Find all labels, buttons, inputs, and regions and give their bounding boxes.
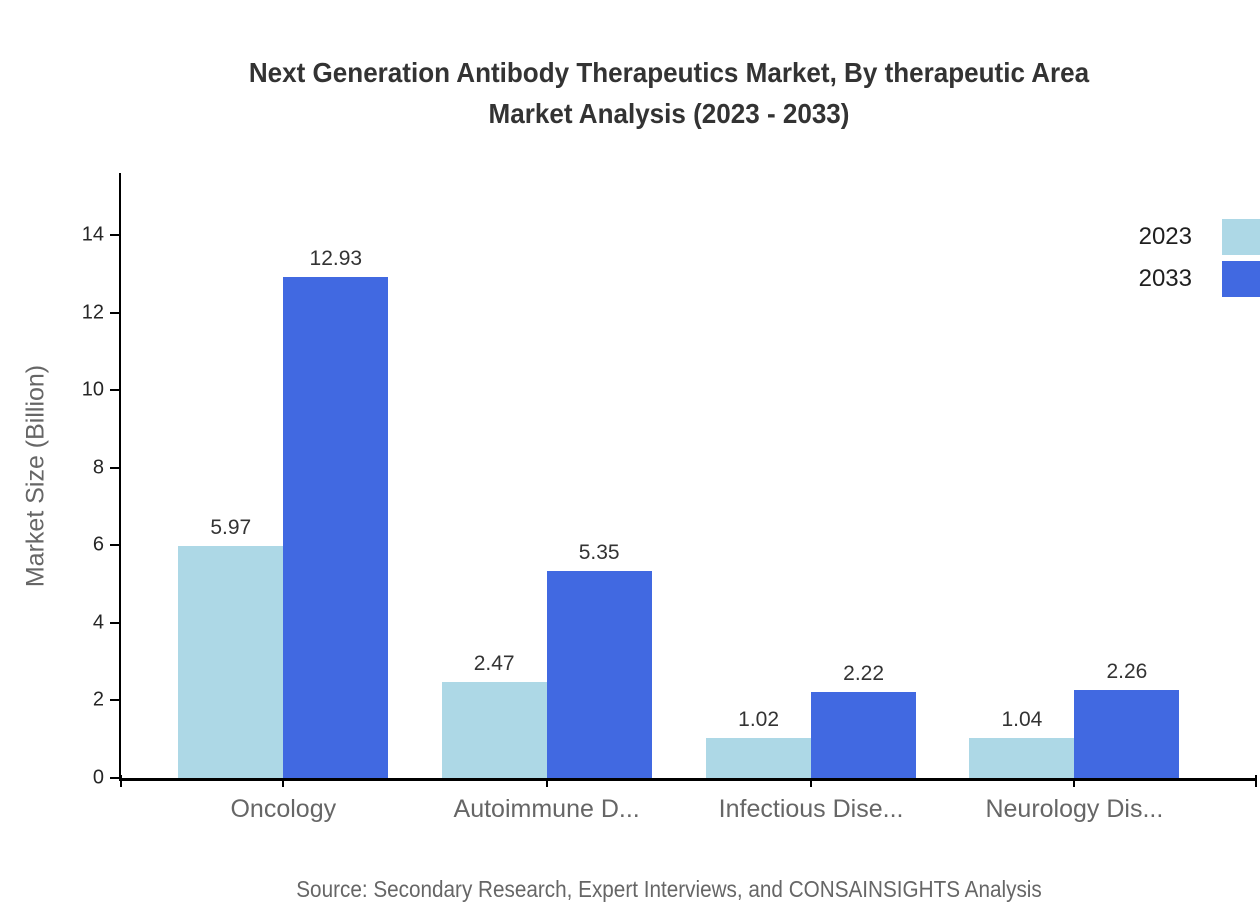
y-axis-tick: 12	[82, 301, 121, 323]
bar-2033: 5.35	[546, 541, 652, 778]
x-axis-tick	[1073, 775, 1076, 787]
x-axis-category-label: Oncology	[230, 795, 337, 823]
bar-2023: 5.97	[178, 516, 284, 778]
y-axis-tick-label: 14	[81, 223, 104, 246]
legend-item-2023[interactable]: 2023	[1139, 219, 1260, 255]
bar-value-label: 2.22	[843, 661, 885, 685]
legend-label-2023: 2023	[1138, 223, 1192, 250]
chart-title: Next Generation Antibody Therapeutics Ma…	[119, 52, 1218, 134]
x-axis-tick	[1255, 775, 1257, 787]
source-note: Source: Secondary Research, Expert Inter…	[296, 876, 1042, 902]
bar-2033: 2.26	[1074, 660, 1180, 778]
y-axis-tick: 14	[82, 224, 121, 246]
y-axis-tick: 4	[93, 611, 121, 633]
legend: 2023 2033	[1139, 219, 1260, 297]
bar-2023: 1.04	[969, 708, 1075, 778]
plot-area: 0 2 4 6 8 10 12 14 5.97 12.93 Oncology 2.47 5.35 Auto…	[82, 173, 1257, 823]
bar-value-label: 1.04	[1001, 707, 1043, 731]
y-axis-tick-label: 0	[92, 766, 104, 789]
bar-value-label: 2.26	[1106, 660, 1148, 684]
x-axis-tick	[282, 775, 285, 787]
bar-value-label: 1.02	[738, 708, 780, 732]
x-axis-tick	[545, 775, 548, 787]
y-axis-tick-label: 10	[81, 378, 104, 401]
bar-value-label: 12.93	[309, 246, 363, 270]
bar-value-label: 2.47	[473, 652, 515, 676]
y-axis-tick: 0	[93, 767, 121, 789]
y-axis-tick-label: 12	[81, 301, 104, 324]
bar-2033: 2.22	[811, 662, 917, 778]
y-axis-tick-label: 6	[92, 533, 104, 556]
bar-group-2: 2.47 5.35	[441, 173, 652, 778]
legend-item-2033[interactable]: 2033	[1139, 261, 1260, 297]
y-axis-tick-label: 4	[92, 611, 104, 634]
bar-2023: 2.47	[441, 652, 547, 778]
y-axis-tick: 6	[93, 534, 121, 556]
x-axis-tick	[810, 775, 813, 787]
bar-2033: 12.93	[283, 247, 389, 778]
x-axis-category-label: Infectious Dise...	[718, 795, 904, 823]
bar-group-1: 5.97 12.93	[178, 173, 389, 778]
y-axis-tick: 10	[82, 379, 121, 401]
y-axis-tick: 2	[93, 689, 121, 711]
chart-title-line2: Market Analysis (2023 - 2033)	[488, 98, 850, 129]
bar-value-label: 5.35	[578, 540, 620, 564]
bar-group-4: 1.04 2.26	[969, 173, 1180, 778]
legend-label-2033: 2033	[1138, 265, 1192, 292]
x-axis-tick	[120, 775, 122, 787]
y-axis-tick: 8	[93, 456, 121, 478]
legend-swatch-2033-icon	[1222, 261, 1260, 297]
y-axis-tick-label: 8	[92, 456, 104, 479]
bar-group-3: 1.02 2.22	[706, 173, 917, 778]
bar-2023: 1.02	[706, 708, 812, 778]
chart-title-line1: Next Generation Antibody Therapeutics Ma…	[248, 57, 1090, 88]
bar-value-label: 5.97	[210, 516, 252, 540]
legend-swatch-2023-icon	[1222, 219, 1260, 255]
x-axis-category-label: Neurology Dis...	[985, 795, 1164, 823]
y-axis-title: Market Size (Billion)	[21, 364, 50, 588]
y-axis-tick-label: 2	[92, 688, 104, 711]
x-axis-category-label: Autoimmune D...	[453, 795, 640, 823]
